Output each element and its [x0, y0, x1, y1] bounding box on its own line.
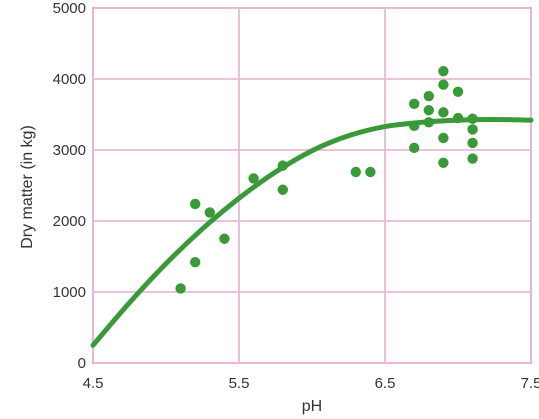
y-tick-labels: 0 1000 2000 3000 4000 5000: [53, 0, 86, 372]
data-point: [423, 117, 434, 128]
data-point: [467, 153, 478, 164]
data-point: [190, 256, 201, 268]
x-tick-label: 7.5: [521, 375, 539, 392]
data-point: [423, 105, 434, 116]
plot-frame: [92, 7, 532, 364]
x-tick-label: 4.5: [83, 375, 104, 392]
x-tick-label: 6.5: [375, 375, 396, 392]
data-point: [423, 90, 434, 102]
y-tick-label: 2000: [53, 213, 86, 230]
x-tick-labels: 4.5 5.5 6.5 7.5: [83, 375, 539, 392]
data-point: [438, 65, 449, 77]
y-tick-label: 4000: [53, 71, 86, 88]
data-point: [409, 98, 420, 110]
data-point: [409, 142, 420, 154]
y-tick-label: 1000: [53, 284, 86, 301]
data-point: [438, 132, 449, 144]
x-axis-label: pH: [302, 398, 322, 415]
data-point: [277, 184, 288, 195]
data-point: [438, 79, 449, 90]
data-point: [467, 113, 478, 124]
data-point: [452, 86, 464, 97]
data-point: [467, 124, 478, 135]
y-tick-label: 5000: [53, 0, 86, 17]
data-point: [277, 160, 288, 171]
data-point: [409, 120, 420, 132]
data-point: [219, 233, 230, 244]
data-point: [204, 207, 215, 218]
data-point: [365, 166, 376, 178]
y-tick-label: 0: [78, 355, 86, 372]
data-point: [350, 166, 361, 178]
data-point: [438, 107, 449, 118]
data-point: [175, 283, 186, 294]
x-tick-label: 5.5: [229, 375, 250, 392]
data-point: [190, 198, 201, 210]
data-point: [438, 157, 449, 168]
data-point: [452, 112, 464, 124]
y-axis-label: Dry matter (in kg): [19, 125, 36, 249]
data-point: [248, 173, 259, 184]
scatter-points: [175, 65, 478, 294]
y-tick-label: 3000: [53, 142, 86, 159]
data-point: [467, 137, 478, 149]
grid: [92, 7, 532, 364]
